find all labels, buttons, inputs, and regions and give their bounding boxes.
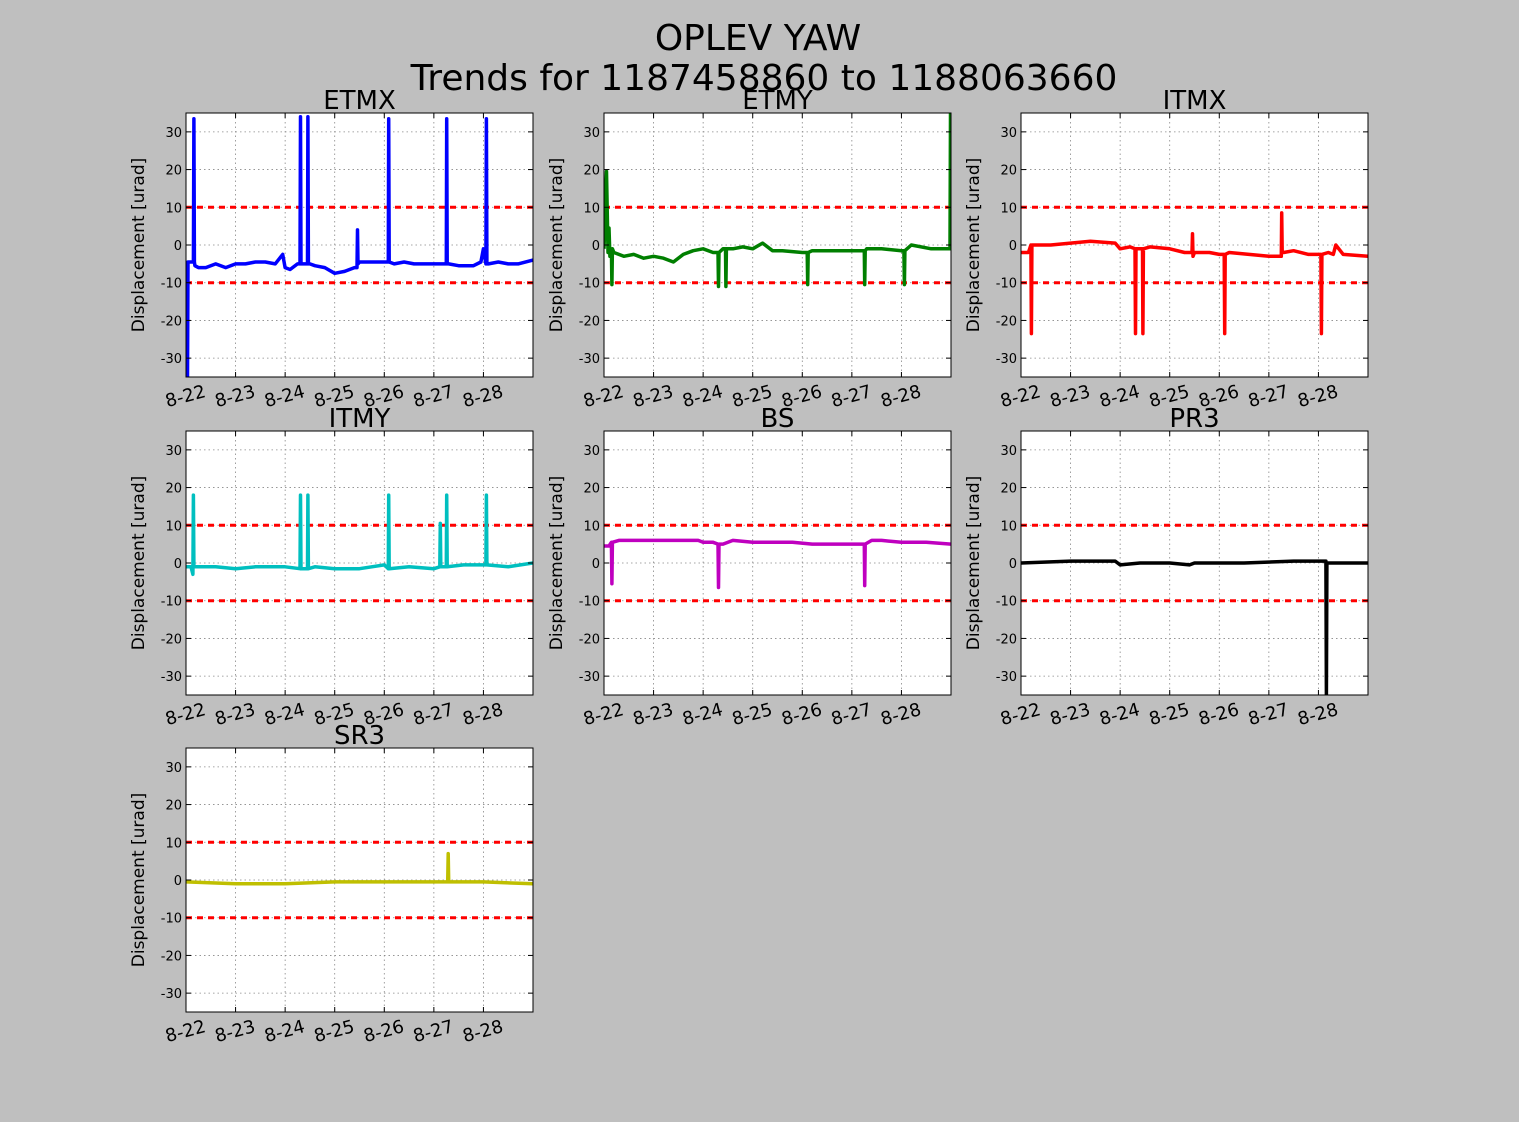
y-tick-label: -10: [996, 595, 1017, 610]
plot-area: [186, 748, 533, 1012]
plot-area: [186, 113, 533, 377]
series-line: [604, 538, 951, 590]
y-tick-label: 20: [583, 482, 600, 497]
y-tick-label: -30: [161, 670, 182, 685]
figure-title-line1: OPLEV YAW: [655, 18, 861, 59]
y-tick-label: 0: [1009, 557, 1017, 572]
figure-title-line2: Trends for 1187458860 to 1188063660: [410, 58, 1118, 99]
y-tick-label: 0: [592, 239, 600, 254]
y-tick-label: 10: [1000, 519, 1017, 534]
y-tick-label: -20: [161, 949, 182, 964]
series-line: [1021, 559, 1368, 695]
y-tick-label: 30: [1000, 126, 1017, 141]
y-tick-label: -20: [996, 632, 1017, 647]
y-tick-label: 0: [174, 874, 182, 889]
y-tick-label: -10: [161, 595, 182, 610]
y-tick-label: -10: [579, 277, 600, 292]
y-tick-label: 30: [165, 444, 182, 459]
y-tick-label: -20: [161, 314, 182, 329]
y-tick-label: 10: [165, 519, 182, 534]
y-tick-label: 0: [1009, 239, 1017, 254]
y-tick-label: 30: [1000, 444, 1017, 459]
series-line: [1021, 211, 1368, 336]
series-line: [604, 113, 951, 289]
y-tick-label: -10: [161, 277, 182, 292]
y-axis-label: Displacement [urad]: [964, 476, 984, 651]
y-tick-label: -10: [996, 277, 1017, 292]
subplot-title: ITMX: [1163, 86, 1227, 116]
y-tick-label: 20: [583, 164, 600, 179]
y-tick-label: -30: [161, 987, 182, 1002]
subplot-title: SR3: [334, 721, 385, 751]
y-tick-label: -10: [579, 595, 600, 610]
y-tick-label: 20: [165, 164, 182, 179]
series-line: [186, 115, 533, 377]
y-tick-label: 30: [165, 761, 182, 776]
y-tick-label: 10: [583, 519, 600, 534]
y-tick-label: 10: [583, 201, 600, 216]
y-tick-label: -20: [579, 632, 600, 647]
series-line: [186, 493, 533, 577]
y-tick-label: 30: [165, 126, 182, 141]
y-axis-label: Displacement [urad]: [129, 476, 149, 651]
y-tick-label: -20: [996, 314, 1017, 329]
y-tick-label: -10: [161, 912, 182, 927]
y-tick-label: -30: [996, 352, 1017, 367]
y-tick-label: 20: [1000, 164, 1017, 179]
plot-area: [186, 431, 533, 695]
y-axis-label: Displacement [urad]: [547, 158, 567, 333]
y-tick-label: 10: [1000, 201, 1017, 216]
series-line: [186, 851, 533, 886]
plot-area: [604, 431, 951, 695]
y-tick-label: 20: [165, 482, 182, 497]
subplot-title: ETMY: [742, 86, 813, 116]
y-tick-label: 30: [583, 126, 600, 141]
y-tick-label: 0: [174, 239, 182, 254]
y-tick-label: -30: [579, 670, 600, 685]
subplot-title: PR3: [1169, 404, 1219, 434]
y-tick-label: 10: [165, 201, 182, 216]
plot-area: [604, 113, 951, 377]
subplot-title: BS: [761, 404, 795, 434]
y-axis-label: Displacement [urad]: [129, 793, 149, 968]
y-axis-label: Displacement [urad]: [547, 476, 567, 651]
y-axis-label: Displacement [urad]: [129, 158, 149, 333]
y-tick-label: -20: [161, 632, 182, 647]
y-tick-label: 0: [174, 557, 182, 572]
y-tick-label: -30: [996, 670, 1017, 685]
subplot-title: ITMY: [329, 404, 391, 434]
y-tick-label: 20: [165, 799, 182, 814]
y-tick-label: -30: [579, 352, 600, 367]
y-tick-label: 0: [592, 557, 600, 572]
y-tick-label: 10: [165, 836, 182, 851]
y-tick-label: -30: [161, 352, 182, 367]
y-axis-label: Displacement [urad]: [964, 158, 984, 333]
y-tick-label: 20: [1000, 482, 1017, 497]
subplot-title: ETMX: [323, 86, 396, 116]
y-tick-label: 30: [583, 444, 600, 459]
y-tick-label: -20: [579, 314, 600, 329]
